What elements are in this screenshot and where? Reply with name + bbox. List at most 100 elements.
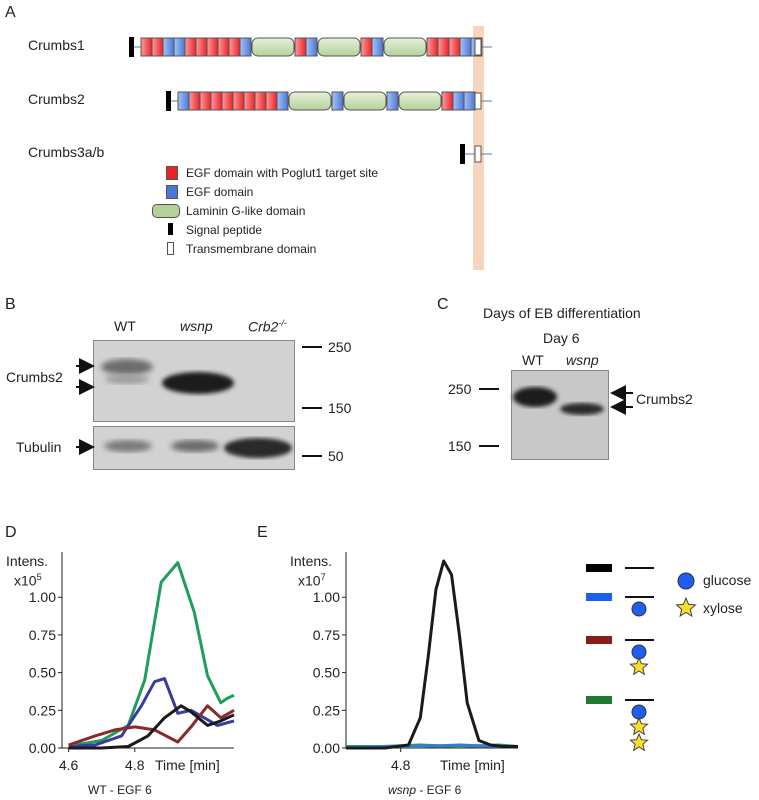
y-tick-label: 0.25 <box>313 702 340 718</box>
series-line-3 <box>346 559 518 750</box>
egf-domain <box>276 91 289 111</box>
chart-d-xlabel: Time [min] <box>155 757 220 773</box>
xylose-star <box>629 732 649 752</box>
glycan-row-3 <box>586 636 654 676</box>
panel-letter-c: C <box>437 296 449 313</box>
domain-row-2 <box>166 91 492 111</box>
signal-peptide <box>129 37 134 57</box>
y-tick-label: 0.75 <box>313 627 340 643</box>
chart-d: 0.00 0.25 0.50 0.75 1.00 4.6 4.8 <box>29 552 235 773</box>
signal-peptide <box>166 91 171 111</box>
glycan-row-4 <box>586 696 654 752</box>
y-tick-label: 0.50 <box>29 665 56 681</box>
legend-swatch-signal <box>168 223 173 235</box>
blot-b-row-tubulin: Tubulin <box>16 439 62 455</box>
domain-row-3 <box>460 144 492 164</box>
legend-label-tm: Transmembrane domain <box>186 242 317 256</box>
blot-b-marker-50: 50 <box>328 448 344 464</box>
y-tick-label: 0.75 <box>29 627 56 643</box>
laminin-domain <box>383 37 427 57</box>
legend-label-laminin: Laminin G-like domain <box>186 204 306 218</box>
laminin-domain <box>343 91 387 111</box>
protein-label-crumbs1: Crumbs1 <box>28 37 85 53</box>
egf-domain <box>239 37 252 57</box>
domain-row-1 <box>129 37 492 57</box>
chart-d-ylabel: Intens. <box>6 553 49 569</box>
xylose-star <box>629 716 649 736</box>
blot-c-marker-150: 150 <box>448 438 472 454</box>
egf-domain <box>305 37 318 57</box>
chart-e-yscale: x107 <box>298 572 326 589</box>
blot-c-lane-wt: WT <box>522 352 544 368</box>
domain-diagram <box>129 26 492 270</box>
blot-c-band-label: Crumbs2 <box>636 391 693 407</box>
legend-swatch-tm <box>167 242 174 255</box>
blot-c-marker-250: 250 <box>448 381 472 397</box>
transmembrane-domain <box>474 145 482 163</box>
legend-label-signal: Signal peptide <box>186 223 263 237</box>
series-line-4 <box>68 704 235 750</box>
egf-domain <box>331 91 344 111</box>
y-tick-label: 1.00 <box>29 589 56 605</box>
x-tick-label: 4.8 <box>125 757 145 773</box>
glycan-row-2 <box>586 593 654 617</box>
x-tick-label: 4.6 <box>59 757 79 773</box>
xylose-star <box>629 656 649 676</box>
signal-peptide <box>460 144 465 164</box>
xylose-star <box>675 596 697 618</box>
series-line-2 <box>68 677 235 748</box>
y-tick-label: 0.25 <box>29 702 56 718</box>
egf-domain <box>371 37 384 57</box>
chart-e-title: wsnp - EGF 6 <box>388 783 462 797</box>
y-tick-label: 0.00 <box>313 740 340 756</box>
glycan-color-swatch <box>586 593 612 601</box>
domain-rows <box>129 37 492 164</box>
panel-letter-e: E <box>257 524 268 541</box>
transmembrane-domain <box>474 92 482 110</box>
glycan-label-glucose: glucose <box>703 572 752 588</box>
chart-e-xlabel: Time [min] <box>440 757 505 773</box>
blot-b-lane-wt: WT <box>114 318 136 334</box>
blot-c-subtitle: Day 6 <box>543 330 580 346</box>
panel-letter-a: A <box>5 4 16 21</box>
legend-swatch-laminin <box>152 204 180 218</box>
glycan-color-swatch <box>586 696 612 704</box>
glucose-key-icon <box>677 572 695 590</box>
glycan-color-swatch <box>586 564 612 572</box>
laminin-domain <box>251 37 295 57</box>
legend-swatch-egf-poglut1 <box>166 166 178 180</box>
legend-label-egf: EGF domain <box>186 185 254 199</box>
blot-b-lane-crb2: Crb2-/- <box>248 318 287 335</box>
legend-label-egf-poglut1: EGF domain with Poglut1 target site <box>186 166 379 180</box>
chart-d-yscale: x105 <box>14 572 42 589</box>
glycan-color-swatch <box>586 636 612 644</box>
glucose-circle <box>631 601 647 617</box>
chart-e-ylabel: Intens. <box>290 553 333 569</box>
blot-c <box>511 370 609 460</box>
blot-b-marker-150: 150 <box>328 400 352 416</box>
x-tick-label: 4.8 <box>391 757 411 773</box>
protein-label-crumbs3: Crumbs3a/b <box>28 144 105 160</box>
series-line-3 <box>68 704 235 747</box>
blot-b-row-crumbs2: Crumbs2 <box>6 369 63 385</box>
egf-domain <box>386 91 399 111</box>
blot-b-marker-250: 250 <box>328 339 352 355</box>
y-tick-label: 1.00 <box>313 589 340 605</box>
y-tick-label: 0.00 <box>29 740 56 756</box>
blot-c-title: Days of EB differentiation <box>483 305 641 321</box>
glycan-row-1 <box>586 564 654 572</box>
laminin-domain <box>398 91 442 111</box>
blot-b-lane-wsnp: wsnp <box>180 318 213 334</box>
glycan-label-xylose: xylose <box>703 600 743 616</box>
laminin-domain <box>288 91 332 111</box>
panel-letter-b: B <box>5 296 16 313</box>
y-tick-label: 0.50 <box>313 665 340 681</box>
chart-e: 0.00 0.25 0.50 0.75 1.00 4.8 <box>313 552 519 773</box>
laminin-domain <box>317 37 361 57</box>
chart-d-title: WT - EGF 6 <box>88 783 152 797</box>
panel-letter-d: D <box>5 524 17 541</box>
blot-c-lane-wsnp: wsnp <box>566 352 599 368</box>
legend-swatch-egf <box>166 185 178 199</box>
